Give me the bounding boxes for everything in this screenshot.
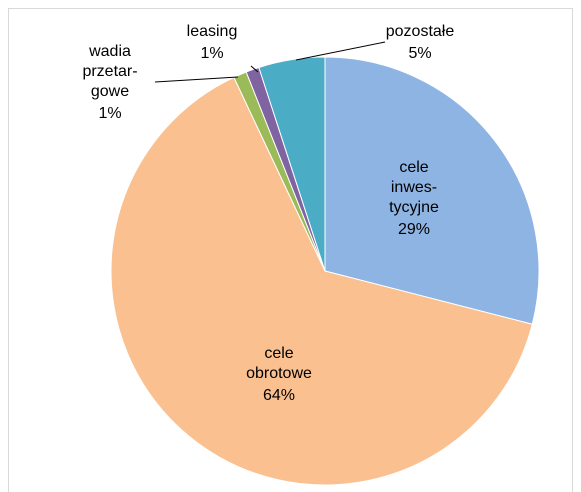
slice-label: wadia przetar-gowe [82,43,137,100]
leader-line [295,41,386,61]
pie-slice [110,76,533,486]
pie-slice [258,56,326,272]
slice-value-label: 1% [200,45,223,62]
slice-value-label: 29% [398,221,430,238]
slice-label: pozostałe [386,23,455,40]
pie-slice [324,56,540,325]
slice-value-label: 1% [98,105,121,122]
slice-label: leasing [187,23,238,40]
leader-line [250,65,259,73]
slice-value-label: 5% [408,45,431,62]
slice-value-label: 64% [263,387,295,404]
slice-label: cele obrotowe [246,345,312,382]
slice-label: cele inwes-tycyjne [389,159,439,216]
leader-line [154,76,239,83]
pie [110,56,540,486]
